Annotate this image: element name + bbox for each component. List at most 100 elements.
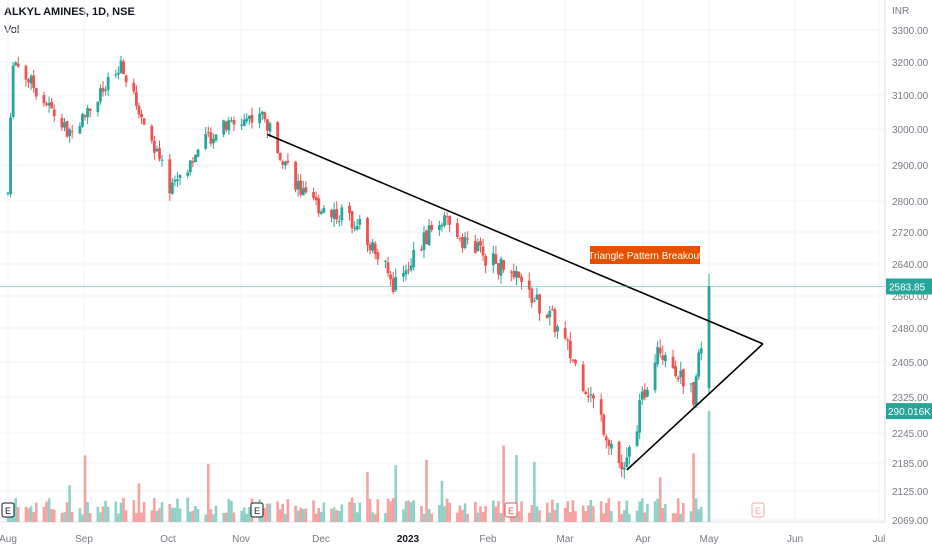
volume-bar	[494, 506, 498, 522]
candle-body	[250, 114, 254, 123]
candle-body	[645, 389, 649, 397]
volume-bar	[527, 512, 531, 522]
volume-bar	[168, 503, 172, 522]
candle-body	[296, 181, 300, 190]
candle-body	[627, 447, 631, 457]
candle-body	[494, 254, 498, 264]
candle-body	[586, 395, 590, 398]
candle-body	[283, 161, 287, 166]
y-tick-label: 3300.00	[892, 26, 929, 37]
volume-bar	[178, 508, 182, 522]
volume-bar	[425, 459, 428, 522]
candle-body	[610, 443, 613, 449]
candle-body	[242, 119, 246, 126]
volume-bar	[232, 512, 236, 522]
volume-bar	[438, 504, 441, 522]
candle-body	[407, 269, 410, 271]
candle-body	[101, 87, 105, 92]
candle-body	[11, 65, 15, 117]
volume-bar	[481, 511, 485, 522]
volume-bar	[52, 509, 56, 522]
volume-bar	[551, 499, 554, 522]
candle-body	[335, 209, 339, 220]
candle-body	[445, 216, 449, 218]
candle-body	[263, 112, 267, 120]
volume-bar	[337, 511, 341, 522]
volume-bar	[186, 497, 190, 522]
volume-bar	[81, 514, 84, 522]
volume-bar	[584, 511, 588, 522]
volume-bar	[520, 501, 523, 522]
candle-body	[476, 242, 480, 252]
volume-bar	[422, 513, 426, 522]
earnings-marker-icon	[751, 502, 765, 518]
volume-bar	[248, 506, 251, 522]
currency-label: INR	[892, 6, 909, 17]
volume-bar	[502, 445, 505, 522]
candle-body	[265, 119, 269, 131]
volume-bar	[391, 498, 395, 522]
volume-bar	[409, 502, 413, 522]
volume-bar	[42, 506, 46, 522]
candle-body	[663, 355, 667, 362]
volume-bar	[599, 501, 603, 522]
candle-body	[276, 122, 280, 154]
candle-body	[186, 172, 190, 176]
volume-bar	[204, 514, 208, 522]
candle-body	[661, 355, 665, 360]
earnings-marker-label: E	[254, 506, 260, 516]
volume-bar	[212, 514, 215, 522]
volume-bar	[242, 507, 246, 522]
volume-bar	[515, 455, 518, 522]
volume-bar	[653, 501, 657, 522]
candle-body	[78, 125, 82, 134]
volume-bar	[150, 510, 154, 522]
candle-body	[373, 243, 377, 255]
x-tick-label: Jul	[873, 534, 886, 545]
candle-body	[653, 362, 657, 391]
volume-bar	[440, 480, 444, 522]
candle-body	[391, 278, 395, 293]
volume-bar	[335, 510, 338, 522]
y-tick-label: 2480.00	[892, 324, 929, 335]
last-volume-label: 290.016K	[888, 407, 931, 418]
x-tick-label: Mar	[556, 534, 574, 545]
candle-body	[299, 180, 303, 195]
candle-body	[697, 352, 701, 377]
volume-bar	[268, 503, 272, 522]
volume-bar	[142, 501, 146, 522]
candle-body	[520, 276, 523, 282]
candle-body	[463, 236, 467, 248]
volume-bar	[661, 508, 665, 522]
candle-body	[304, 187, 308, 193]
candle-body	[427, 225, 431, 246]
candle-body	[86, 107, 90, 118]
volume-bar	[548, 512, 552, 522]
candle-body	[301, 188, 305, 196]
candle-body	[29, 75, 33, 84]
candle-body	[317, 198, 321, 214]
candle-body	[168, 159, 172, 194]
candle-body	[676, 377, 680, 380]
y-tick-label: 2800.00	[892, 197, 929, 208]
volume-bar	[284, 513, 287, 522]
candle-body	[571, 359, 575, 361]
volume-bar	[191, 510, 195, 522]
candle-body	[173, 179, 177, 182]
earnings-marker-label: E	[755, 506, 761, 516]
volume-bar	[45, 501, 48, 522]
volume-bar	[371, 512, 374, 522]
volume-bar	[322, 502, 326, 522]
candle-body	[32, 75, 36, 88]
volume-bar	[535, 506, 539, 522]
volume-bar	[682, 502, 685, 522]
candle-body	[204, 133, 208, 149]
candle-body	[466, 238, 470, 240]
volume-bar	[78, 508, 82, 522]
candle-body	[137, 105, 141, 115]
volume-bar	[376, 499, 380, 522]
candle-body	[366, 218, 369, 246]
y-tick-label: 2640.00	[892, 260, 929, 271]
candle-body	[545, 314, 549, 319]
